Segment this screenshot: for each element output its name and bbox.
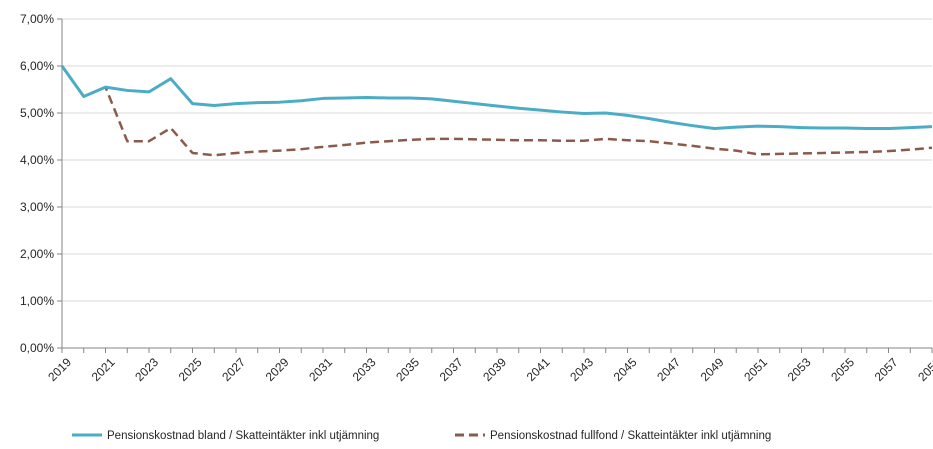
y-tick-label: 7,00%	[20, 12, 54, 26]
x-tick-label: 2049	[698, 355, 727, 384]
x-tick-label: 2023	[132, 355, 161, 384]
y-tick-label: 0,00%	[20, 341, 54, 355]
x-tick-label: 2039	[480, 355, 509, 384]
x-tick-label: 2043	[567, 355, 596, 384]
x-tick-label: 2041	[524, 355, 553, 384]
x-tick-label: 2029	[263, 355, 292, 384]
x-tick-label: 2027	[219, 355, 248, 384]
series-line-2	[60, 65, 933, 157]
y-tick-label: 3,00%	[20, 200, 54, 214]
y-tick-label: 4,00%	[20, 153, 54, 167]
x-tick-label: 2019	[45, 355, 74, 384]
series-line-1	[60, 65, 933, 131]
x-tick-label: 2025	[176, 355, 205, 384]
y-axis-tick-labels: 0,00% 1,00% 2,00% 3,00% 4,00% 5,00% 6,00% 7,00%	[20, 12, 54, 355]
legend: Pensionskostnad bland / Skatteintäkter i…	[72, 430, 771, 442]
x-axis-tick-labels: 2019 2021 2023 2025 2027 2029 2031 2033 2035 2037…	[45, 355, 933, 384]
x-tick-label: 2033	[350, 355, 379, 384]
x-tick-label: 2053	[785, 355, 814, 384]
gridlines	[62, 18, 932, 302]
x-tick-label: 2021	[89, 355, 118, 384]
y-tick-label: 2,00%	[20, 247, 54, 261]
y-tick-label: 6,00%	[20, 59, 54, 73]
x-tick-label: 2057	[872, 355, 901, 384]
series-lines	[60, 65, 933, 157]
legend-label-2: Pensionskostnad fullfond / Skatteintäkte…	[490, 430, 771, 442]
x-tick-label: 2035	[393, 355, 422, 384]
axes	[57, 18, 933, 353]
x-tick-label: 2045	[611, 355, 640, 384]
y-tick-label: 5,00%	[20, 106, 54, 120]
x-tick-label: 2047	[654, 355, 683, 384]
legend-label-1: Pensionskostnad bland / Skatteintäkter i…	[107, 430, 379, 442]
x-tick-label: 2059	[915, 355, 933, 384]
y-tick-label: 1,00%	[20, 294, 54, 308]
x-tick-label: 2037	[437, 355, 466, 384]
x-tick-label: 2055	[828, 355, 857, 384]
x-tick-label: 2031	[306, 355, 335, 384]
x-tick-label: 2051	[741, 355, 770, 384]
